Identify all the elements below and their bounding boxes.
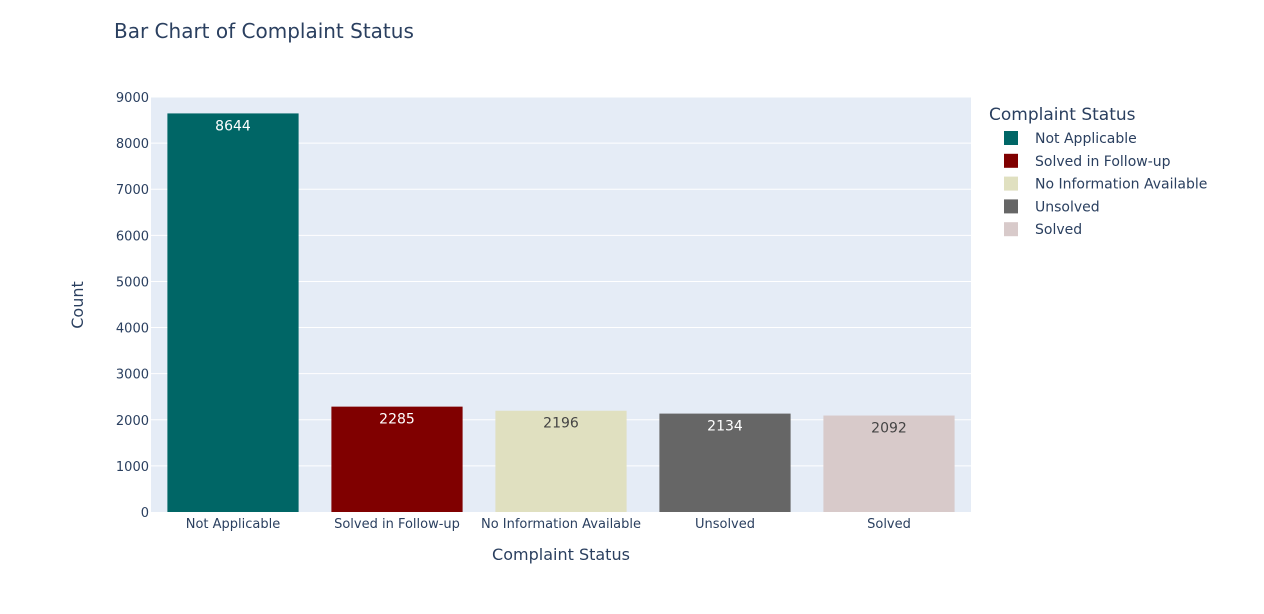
legend-swatch	[1004, 176, 1018, 191]
bar[interactable]	[331, 406, 463, 512]
legend-item[interactable]: No Information Available	[1004, 176, 1207, 193]
x-axis-title: Complaint Status	[492, 545, 630, 564]
legend-swatch	[1004, 199, 1018, 214]
legend-label: Solved	[1035, 222, 1082, 238]
legend-label: Solved in Follow-up	[1035, 154, 1171, 170]
legend-title: Complaint Status	[989, 105, 1136, 125]
bar-value-label: 2196	[543, 416, 579, 432]
x-tick-label: Unsolved	[695, 517, 755, 532]
legend-swatch	[1004, 153, 1018, 168]
legend-item[interactable]: Not Applicable	[1004, 131, 1137, 147]
x-tick-label: No Information Available	[481, 517, 641, 532]
y-tick-label: 9000	[116, 91, 149, 106]
bar[interactable]	[823, 415, 955, 512]
y-tick-label: 5000	[116, 275, 149, 290]
legend[interactable]: Complaint Status Not Applicable Solved in…	[989, 105, 1207, 238]
y-axis-ticks: 0 1000 2000 3000 4000 5000 6000 7000 8000 9000	[116, 91, 149, 521]
y-tick-label: 2000	[116, 414, 149, 429]
legend-label: Unsolved	[1035, 199, 1100, 215]
y-tick-label: 8000	[116, 137, 149, 152]
y-tick-label: 0	[141, 506, 149, 521]
x-tick-label: Solved	[867, 517, 911, 532]
legend-item[interactable]: Solved in Follow-up	[1004, 153, 1171, 170]
y-axis-title: Count	[68, 281, 87, 329]
bar-value-label: 2092	[871, 421, 907, 437]
x-tick-label: Solved in Follow-up	[334, 517, 460, 532]
legend-label: Not Applicable	[1035, 131, 1137, 147]
legend-label: No Information Available	[1035, 177, 1207, 193]
legend-swatch	[1004, 131, 1018, 145]
legend-swatch	[1004, 222, 1018, 237]
bar[interactable]	[167, 113, 299, 512]
legend-item[interactable]: Solved	[1004, 222, 1082, 238]
chart-title: Bar Chart of Complaint Status	[114, 19, 414, 43]
bar[interactable]	[495, 410, 627, 512]
y-tick-label: 7000	[116, 183, 149, 198]
bar-value-label: 2134	[707, 419, 743, 435]
y-tick-label: 4000	[116, 322, 149, 337]
bar[interactable]	[659, 413, 791, 512]
x-tick-label: Not Applicable	[186, 517, 281, 532]
y-tick-label: 1000	[116, 460, 149, 475]
bar-value-label: 8644	[215, 118, 251, 134]
legend-item[interactable]: Unsolved	[1004, 199, 1100, 215]
bar-value-label: 2285	[379, 412, 415, 428]
x-axis-ticks: Not Applicable Solved in Follow-up No Info…	[186, 517, 911, 532]
bars[interactable]: 8644 2285 2196 2134 2092	[167, 113, 955, 512]
y-tick-label: 6000	[116, 229, 149, 244]
y-tick-label: 3000	[116, 368, 149, 383]
